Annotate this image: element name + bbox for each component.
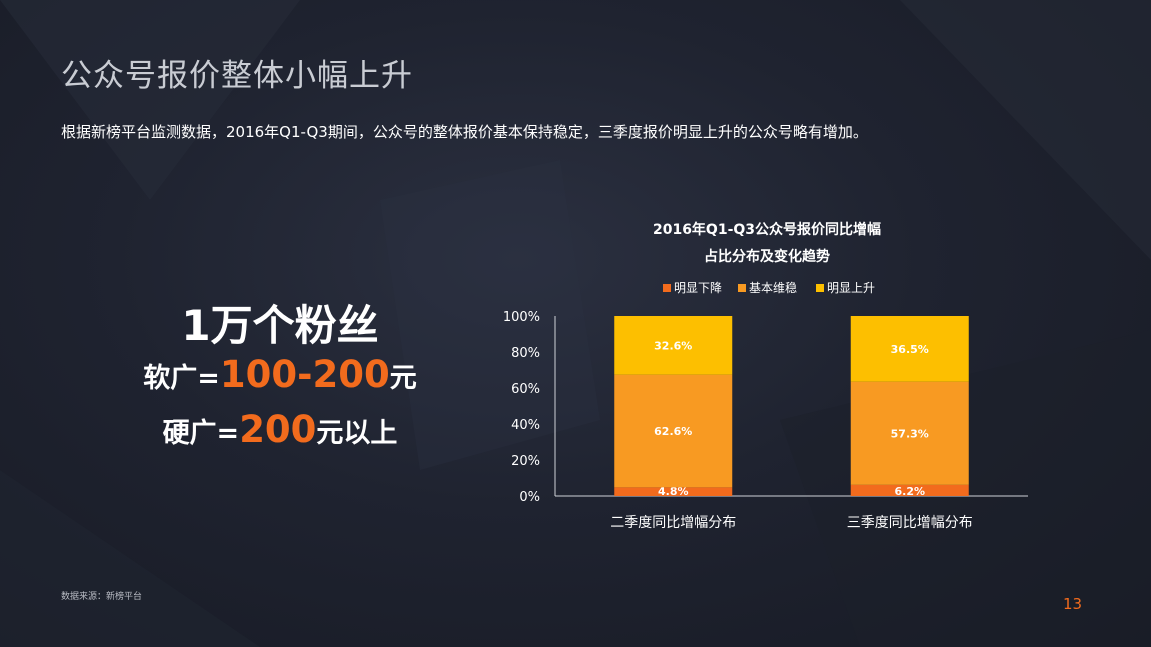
y-tick-label: 100% (503, 310, 540, 325)
y-tick-label: 0% (519, 490, 540, 505)
legend-swatch-1 (738, 284, 746, 292)
legend-swatch-2 (816, 284, 824, 292)
y-tick-label: 20% (511, 454, 540, 469)
bar-segment-1-0 (850, 484, 969, 496)
soft-ad-label: 软广= (143, 363, 220, 394)
bar-value-label: 36.5% (891, 343, 929, 356)
page-subtitle: 根据新榜平台监测数据，2016年Q1-Q3期间，公众号的整体报价基本保持稳定，三… (61, 123, 868, 141)
bar-value-label: 4.8% (658, 485, 689, 498)
y-tick-label: 40% (511, 418, 540, 433)
hard-ad-unit: 元以上 (316, 418, 398, 449)
x-category-label: 三季度同比增幅分布 (847, 515, 973, 531)
bar-value-label: 62.6% (654, 425, 692, 438)
legend-label-0: 明显下降 (674, 281, 722, 295)
page-title: 公众号报价整体小幅上升 (61, 58, 413, 94)
y-tick-label: 60% (511, 382, 540, 397)
soft-ad-price: 软广=100-200元 (100, 353, 460, 396)
chart-title: 2016年Q1-Q3公众号报价同比增幅 (653, 221, 881, 238)
bar-value-label: 32.6% (654, 339, 692, 352)
soft-ad-value: 100-200 (219, 353, 390, 396)
y-tick-label: 80% (511, 346, 540, 361)
legend-label-1: 基本维稳 (749, 280, 797, 295)
hard-ad-value: 200 (239, 408, 317, 451)
bar-segment-0-1 (614, 374, 733, 488)
hard-ad-price: 硬广=200元以上 (100, 408, 460, 451)
data-source-note: 数据来源：新榜平台 (61, 592, 143, 602)
legend-label-2: 明显上升 (827, 281, 875, 295)
bar-segment-1-1 (850, 381, 969, 485)
fans-count-headline: 1万个粉丝 (181, 301, 379, 350)
page-number: 13 (1063, 595, 1083, 613)
bar-segment-0-0 (614, 487, 733, 496)
bar-segment-0-2 (614, 316, 733, 375)
soft-ad-unit: 元 (389, 363, 417, 394)
legend-swatch-0 (663, 284, 671, 292)
hard-ad-label: 硬广= (162, 418, 240, 449)
bar-value-label: 57.3% (891, 427, 929, 440)
x-category-label: 二季度同比增幅分布 (610, 515, 736, 531)
bar-segment-1-2 (850, 316, 969, 382)
bar-value-label: 6.2% (894, 485, 925, 498)
chart-subtitle: 占比分布及变化趋势 (704, 248, 830, 265)
